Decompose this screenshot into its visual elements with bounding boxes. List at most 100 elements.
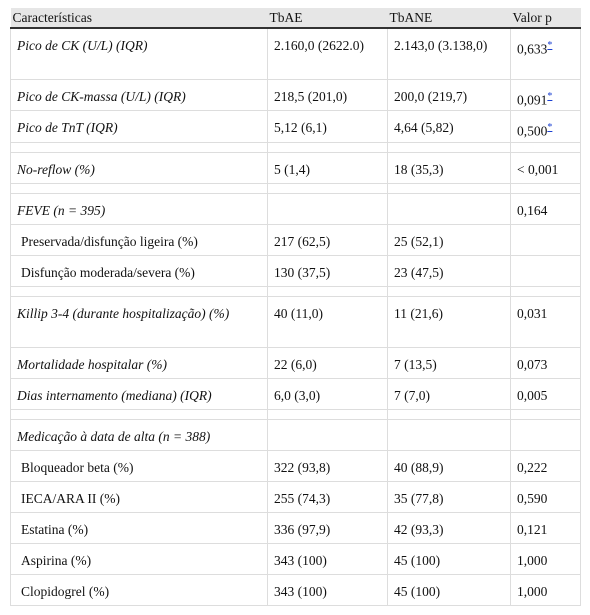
spacer-cell xyxy=(10,408,268,420)
row-label: Bloqueador beta (%) xyxy=(10,449,268,482)
cell: 0,164 xyxy=(510,192,581,225)
spacer-cell xyxy=(267,285,388,297)
cell: 336 (97,9) xyxy=(267,511,388,544)
cell: 0,121 xyxy=(510,511,581,544)
spacer-cell xyxy=(387,182,511,194)
cell: 5,12 (6,1) xyxy=(267,110,388,143)
cell: 42 (93,3) xyxy=(387,511,511,544)
table-row: Mortalidade hospitalar (%) 22 (6,0) 7 (13,… xyxy=(10,346,581,379)
row-label: Estatina (%) xyxy=(10,511,268,544)
cell: 0,031 xyxy=(510,295,581,348)
cell: 0,091* xyxy=(510,78,581,111)
row-label: Pico de CK-massa (U/L) (IQR) xyxy=(10,78,268,111)
cell: 322 (93,8) xyxy=(267,449,388,482)
cell: 130 (37,5) xyxy=(267,254,388,287)
row-label: Clopidogrel (%) xyxy=(10,573,268,606)
cell: 0,590 xyxy=(510,480,581,513)
table-row: Estatina (%) 336 (97,9) 42 (93,3) 0,121 xyxy=(10,511,581,544)
cell xyxy=(387,418,511,451)
spacer-cell xyxy=(510,285,581,297)
cell: 343 (100) xyxy=(267,542,388,575)
table-row: Pico de CK-massa (U/L) (IQR) 218,5 (201,0… xyxy=(10,78,581,111)
row-label: Medicação à data de alta (n = 388) xyxy=(10,418,268,451)
cell: 7 (13,5) xyxy=(387,346,511,379)
row-label: Disfunção moderada/severa (%) xyxy=(10,254,268,287)
cell: 11 (21,6) xyxy=(387,295,511,348)
cell: 218,5 (201,0) xyxy=(267,78,388,111)
footnote-link[interactable]: * xyxy=(547,40,553,51)
cell xyxy=(267,418,388,451)
spacer-cell xyxy=(510,408,581,420)
table-row: No-reflow (%) 5 (1,4) 18 (35,3) < 0,001 xyxy=(10,151,581,184)
spacer-cell xyxy=(510,141,581,153)
table-row: Bloqueador beta (%) 322 (93,8) 40 (88,9) 0,… xyxy=(10,449,581,482)
table-body: Pico de CK (U/L) (IQR) 2.160,0 (2622.0) 2.… xyxy=(10,27,581,606)
header-cell: TbAE xyxy=(267,8,388,29)
cell xyxy=(510,418,581,451)
spacer-cell xyxy=(267,141,388,153)
row-label: FEVE (n = 395) xyxy=(10,192,268,225)
cell: 6,0 (3,0) xyxy=(267,377,388,410)
data-table: Características TbAE TbANE Valor p Pico de … xyxy=(10,8,581,606)
cell: 0,005 xyxy=(510,377,581,410)
row-label: No-reflow (%) xyxy=(10,151,268,184)
cell xyxy=(267,192,388,225)
spacer-cell xyxy=(10,285,268,297)
cell: 255 (74,3) xyxy=(267,480,388,513)
footnote-link[interactable]: * xyxy=(547,90,553,102)
cell: 23 (47,5) xyxy=(387,254,511,287)
row-label: Pico de CK (U/L) (IQR) xyxy=(10,27,268,80)
table-row: Preservada/disfunção ligeira (%) 217 (62,… xyxy=(10,223,581,256)
spacer-row xyxy=(10,285,581,297)
row-label: IECA/ARA II (%) xyxy=(10,480,268,513)
cell: 45 (100) xyxy=(387,573,511,606)
spacer-cell xyxy=(387,408,511,420)
table-row: Disfunção moderada/severa (%) 130 (37,5) 2… xyxy=(10,254,581,287)
cell: 1,000 xyxy=(510,542,581,575)
cell: < 0,001 xyxy=(510,151,581,184)
spacer-cell xyxy=(267,408,388,420)
spacer-cell xyxy=(267,182,388,194)
table-row: Aspirina (%) 343 (100) 45 (100) 1,000 xyxy=(10,542,581,575)
cell: 200,0 (219,7) xyxy=(387,78,511,111)
cell: 1,000 xyxy=(510,573,581,606)
cell: 40 (11,0) xyxy=(267,295,388,348)
cell-text: 0,633 xyxy=(517,41,548,57)
cell-text: 0,500 xyxy=(517,123,548,139)
cell: 22 (6,0) xyxy=(267,346,388,379)
spacer-cell xyxy=(10,182,268,194)
cell xyxy=(387,192,511,225)
header-cell: Valor p xyxy=(510,8,581,29)
spacer-cell xyxy=(387,285,511,297)
row-label: Dias internamento (mediana) (IQR) xyxy=(10,377,268,410)
cell: 0,500* xyxy=(510,110,581,143)
row-label: Killip 3-4 (durante hospitalização) (%) xyxy=(10,295,268,348)
header-cell: TbANE xyxy=(387,8,511,29)
cell: 0,633* xyxy=(510,27,581,80)
cell xyxy=(510,223,581,256)
cell-text: 0,091 xyxy=(517,92,548,107)
cell: 2.143,0 (3.138,0) xyxy=(387,27,511,80)
spacer-cell xyxy=(387,141,511,153)
row-label: Aspirina (%) xyxy=(10,542,268,575)
cell: 0,222 xyxy=(510,449,581,482)
header-cell: Características xyxy=(10,8,268,29)
row-label: Pico de TnT (IQR) xyxy=(10,110,268,143)
cell: 0,073 xyxy=(510,346,581,379)
cell: 45 (100) xyxy=(387,542,511,575)
cell: 7 (7,0) xyxy=(387,377,511,410)
table-row: Medicação à data de alta (n = 388) xyxy=(10,418,581,451)
spacer-cell xyxy=(10,141,268,153)
spacer-cell xyxy=(510,182,581,194)
spacer-row xyxy=(10,408,581,420)
cell: 18 (35,3) xyxy=(387,151,511,184)
table-row: Dias internamento (mediana) (IQR) 6,0 (3,… xyxy=(10,377,581,410)
row-label: Mortalidade hospitalar (%) xyxy=(10,346,268,379)
table-row: Pico de CK (U/L) (IQR) 2.160,0 (2622.0) 2.… xyxy=(10,27,581,80)
cell: 4,64 (5,82) xyxy=(387,110,511,143)
cell xyxy=(510,254,581,287)
footnote-link[interactable]: * xyxy=(547,122,553,133)
cell: 5 (1,4) xyxy=(267,151,388,184)
spacer-row xyxy=(10,182,581,194)
